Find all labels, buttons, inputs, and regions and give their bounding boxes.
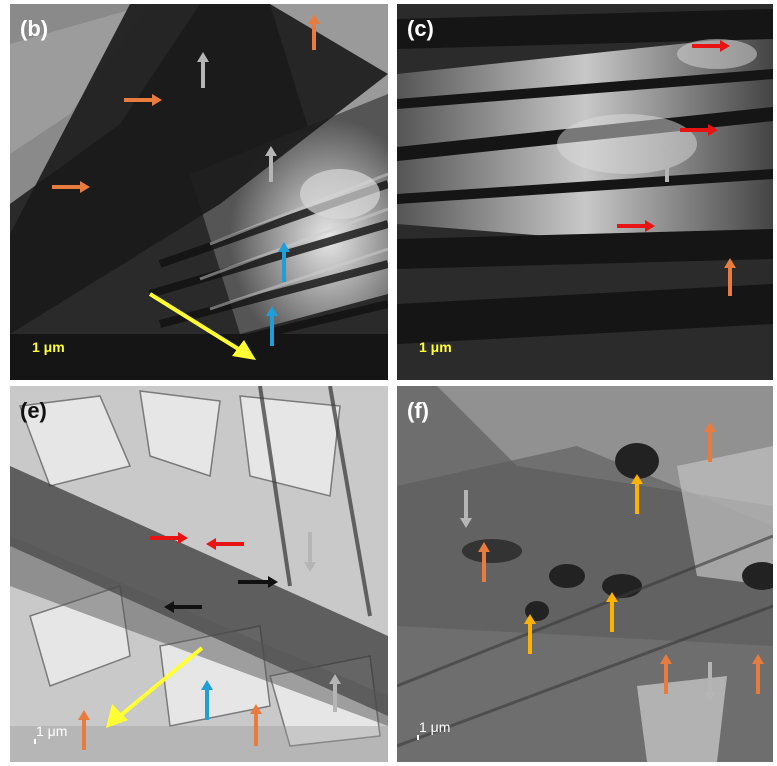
black-arrow <box>164 601 202 613</box>
gold-arrow <box>631 474 643 514</box>
gray-arrow <box>329 674 341 712</box>
panel-e: (e) 1 μm <box>10 386 388 762</box>
orange-arrow <box>308 14 320 50</box>
red-arrow <box>150 532 188 544</box>
orange-arrow <box>124 94 162 106</box>
scale-bar-line <box>34 739 36 744</box>
tem-micrograph-f <box>397 386 773 762</box>
panel-label: (c) <box>407 16 434 41</box>
scale-bar-label: 1 μm <box>419 719 451 735</box>
tem-micrograph-c <box>397 4 773 380</box>
gray-arrow <box>265 146 277 182</box>
red-arrow <box>206 538 244 550</box>
scale-bar: 1 μm <box>30 336 98 360</box>
panel-label: (b) <box>20 16 49 41</box>
gray-arrow <box>460 490 472 528</box>
orange-arrow <box>250 704 262 746</box>
gray-arrow <box>304 532 316 572</box>
orange-arrow <box>724 258 736 296</box>
blue-arrow <box>201 680 213 720</box>
orange-arrow <box>704 422 716 462</box>
yellow-arrow <box>148 292 258 362</box>
panel-f: (f) 1 μm <box>397 386 773 762</box>
orange-arrow <box>752 654 764 694</box>
gold-arrow <box>524 614 536 654</box>
panel-b: (b) 1 μm <box>10 4 388 380</box>
red-arrow <box>617 220 655 232</box>
scale-bar-label: 1 μm <box>36 723 68 739</box>
panel-label: (e) <box>20 398 47 423</box>
red-arrow <box>692 40 730 52</box>
yellow-arrow <box>104 646 204 730</box>
tem-micrograph-e <box>10 386 388 762</box>
scale-bar: 1 μm <box>34 720 114 744</box>
scale-bar: 1 μm <box>417 716 499 740</box>
scale-bar: 1 μm <box>417 336 487 360</box>
red-arrow <box>680 124 718 136</box>
orange-arrow <box>78 710 90 750</box>
scale-bar-label: 1 μm <box>419 339 452 355</box>
black-arrow <box>238 576 278 588</box>
orange-arrow <box>478 542 490 582</box>
blue-arrow <box>278 242 290 282</box>
orange-arrow <box>660 654 672 694</box>
panel-c: (c) 1 μm <box>397 4 773 380</box>
scale-bar-label: 1 μm <box>32 339 65 355</box>
gray-arrow <box>661 142 673 182</box>
gray-arrow <box>704 662 716 702</box>
orange-arrow <box>52 181 90 193</box>
gold-arrow <box>606 592 618 632</box>
gray-arrow <box>197 52 209 88</box>
panel-label: (f) <box>407 398 429 423</box>
tem-micrograph-b <box>10 4 388 380</box>
blue-arrow <box>266 306 278 346</box>
scale-bar-line <box>417 735 419 740</box>
